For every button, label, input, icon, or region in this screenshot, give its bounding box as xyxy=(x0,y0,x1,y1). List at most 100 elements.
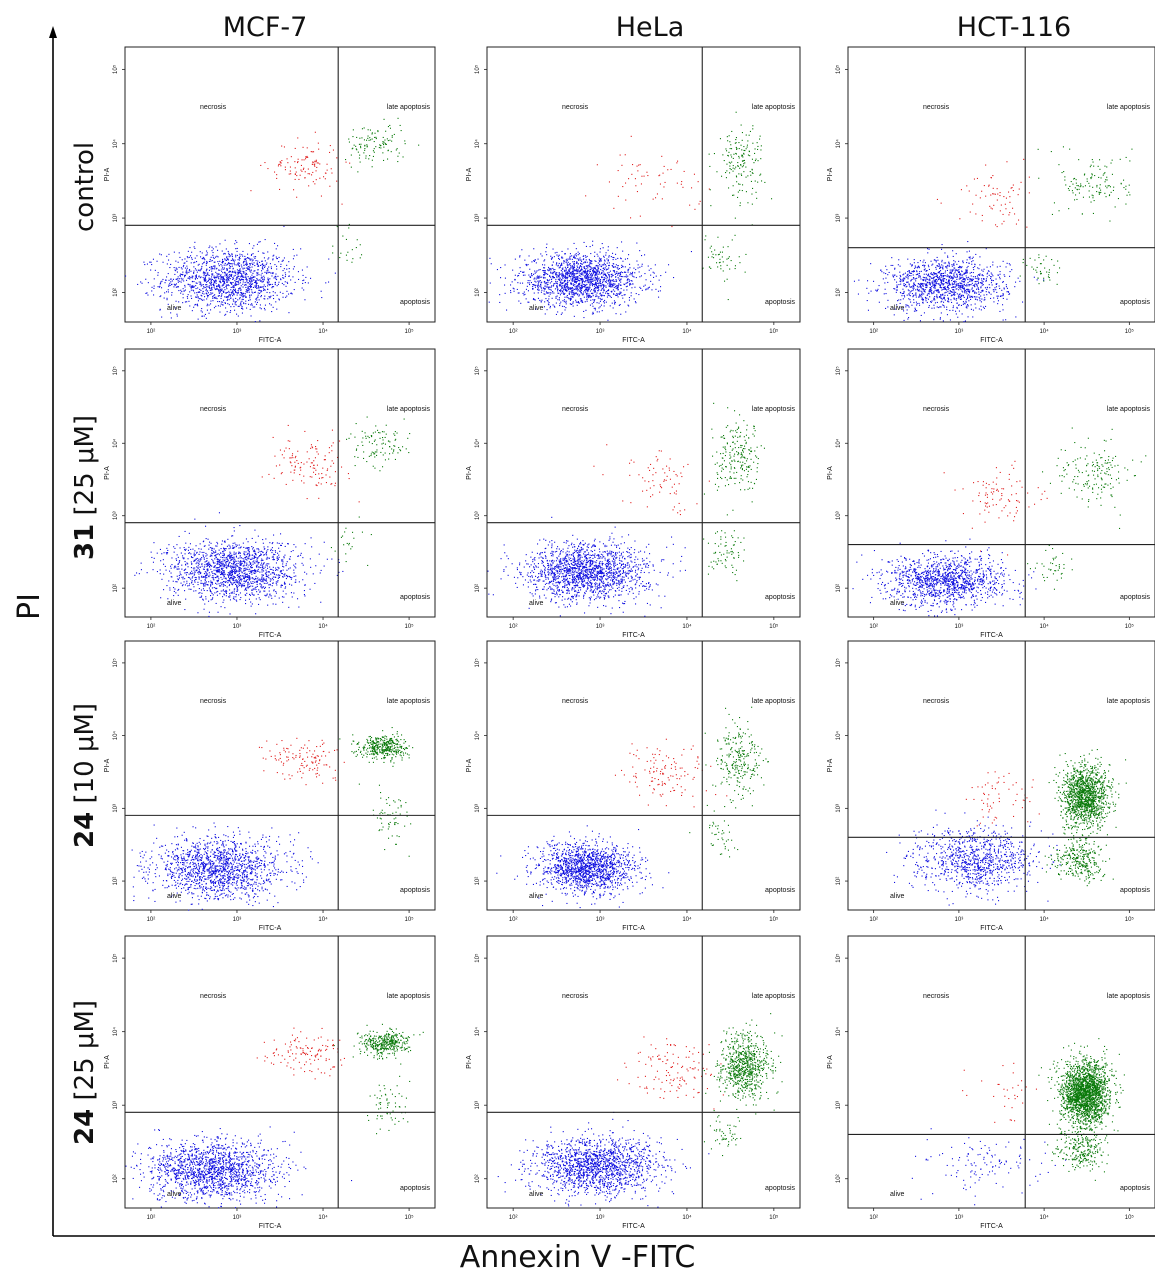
event-dot xyxy=(581,300,583,302)
event-dot xyxy=(276,308,278,310)
event-dot xyxy=(596,282,598,284)
event-dot xyxy=(726,278,728,280)
event-dot xyxy=(559,266,561,268)
event-dot xyxy=(200,283,202,285)
event-dot xyxy=(537,275,539,277)
event-dot xyxy=(247,268,249,270)
event-dot xyxy=(206,261,208,263)
event-dot xyxy=(565,288,567,290)
event-dot xyxy=(294,178,296,180)
event-dot xyxy=(298,178,300,180)
event-dot xyxy=(504,284,506,286)
event-dot xyxy=(200,310,202,312)
event-dot xyxy=(581,293,583,295)
event-dot xyxy=(596,274,598,276)
event-dot xyxy=(612,252,614,254)
event-dot xyxy=(375,136,377,138)
event-dot xyxy=(996,295,998,297)
event-dot xyxy=(677,160,679,162)
event-dot xyxy=(943,283,945,285)
event-dot xyxy=(992,175,994,177)
event-dot xyxy=(210,284,212,286)
event-dot xyxy=(727,140,729,142)
event-dot xyxy=(956,273,958,275)
event-dot xyxy=(645,279,647,281)
event-dot xyxy=(551,281,553,283)
event-dot xyxy=(206,298,208,300)
event-dot xyxy=(275,276,277,278)
event-dot xyxy=(598,259,600,261)
event-dot xyxy=(1098,192,1100,194)
event-dot xyxy=(1111,159,1113,161)
event-dot xyxy=(263,277,265,279)
event-dot xyxy=(250,277,252,279)
event-dot xyxy=(522,292,524,294)
event-dot xyxy=(614,271,616,273)
event-dot xyxy=(564,288,566,290)
event-dot xyxy=(219,269,221,271)
event-dot xyxy=(216,286,218,288)
event-dot xyxy=(985,305,987,307)
event-dot xyxy=(915,310,917,312)
event-dot xyxy=(548,298,550,300)
event-dot xyxy=(181,259,183,261)
event-dot xyxy=(601,310,603,312)
event-dot xyxy=(922,280,924,282)
event-dot xyxy=(217,288,219,290)
event-dot xyxy=(570,296,572,298)
event-dot xyxy=(555,297,557,299)
event-dot xyxy=(571,276,573,278)
event-dot xyxy=(287,282,289,284)
event-dot xyxy=(575,293,577,295)
event-dot xyxy=(724,280,726,282)
event-dot xyxy=(578,283,580,285)
event-dot xyxy=(259,241,261,243)
event-dot xyxy=(934,279,936,281)
event-dot xyxy=(223,299,225,301)
event-dot xyxy=(878,285,880,287)
event-dot xyxy=(742,184,744,186)
event-dot xyxy=(593,289,595,291)
event-dot xyxy=(638,164,640,166)
y-tick-label: 10³ xyxy=(113,214,119,223)
event-dot xyxy=(545,282,547,284)
event-dot xyxy=(314,165,316,167)
event-dot xyxy=(981,269,983,271)
event-dot xyxy=(924,296,926,298)
event-dot xyxy=(570,282,572,284)
event-dot xyxy=(903,284,905,286)
event-dot xyxy=(385,143,387,145)
event-dot xyxy=(944,288,946,290)
event-dot xyxy=(971,288,973,290)
event-dot xyxy=(267,282,269,284)
event-dot xyxy=(967,265,969,267)
event-dot xyxy=(546,243,548,245)
event-dot xyxy=(210,256,212,258)
event-dot xyxy=(271,283,273,285)
event-dot xyxy=(594,251,596,253)
event-dot xyxy=(925,276,927,278)
event-dot xyxy=(912,296,914,298)
event-dot xyxy=(1123,187,1125,189)
event-dot xyxy=(922,283,924,285)
event-dot xyxy=(211,274,213,276)
event-dot xyxy=(290,292,292,294)
event-dot xyxy=(361,128,363,130)
y-tick-label: 10² xyxy=(475,288,481,297)
event-dot xyxy=(866,300,868,302)
event-dot xyxy=(735,142,737,144)
event-dot xyxy=(917,262,919,264)
event-dot xyxy=(214,288,216,290)
event-dot xyxy=(271,287,273,289)
event-dot xyxy=(264,162,266,164)
event-dot xyxy=(1005,197,1007,199)
event-dot xyxy=(602,295,604,297)
event-dot xyxy=(615,258,617,260)
event-dot xyxy=(230,297,232,299)
event-dot xyxy=(976,288,978,290)
event-dot xyxy=(611,276,613,278)
event-dot xyxy=(289,166,291,168)
event-dot xyxy=(582,278,584,280)
event-dot xyxy=(581,279,583,281)
event-dot xyxy=(575,292,577,294)
